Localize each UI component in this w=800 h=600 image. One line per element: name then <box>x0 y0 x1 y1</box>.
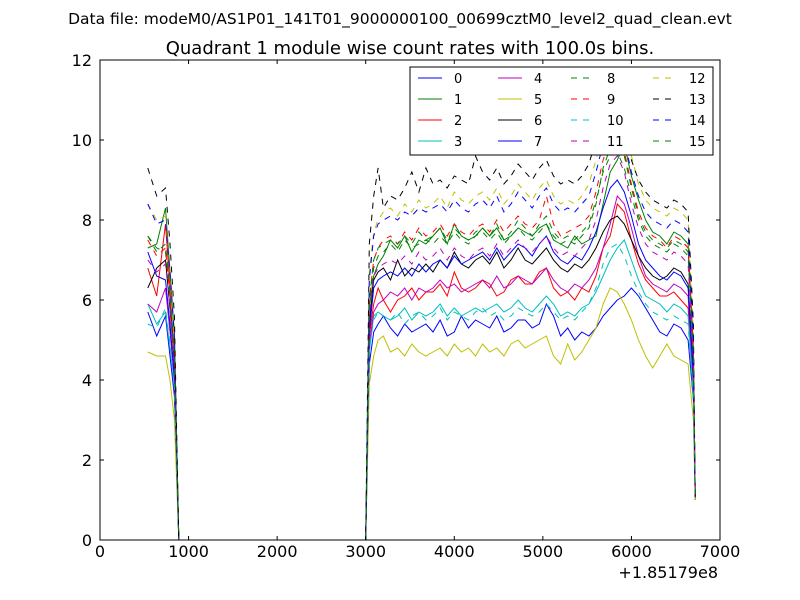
legend-label-12: 12 <box>689 72 706 87</box>
figure-suptitle: Data file: modeM0/AS1P01_141T01_90000001… <box>68 10 732 29</box>
x-tick-label: 4000 <box>434 542 475 561</box>
legend-label-7: 7 <box>534 135 542 150</box>
legend-frame <box>409 66 714 156</box>
legend-label-6: 6 <box>534 114 542 129</box>
x-tick-label: 1000 <box>168 542 209 561</box>
y-tick-label: 6 <box>82 291 92 310</box>
y-tick-label: 8 <box>82 211 92 230</box>
legend-label-4: 4 <box>534 72 542 87</box>
legend-label-0: 0 <box>454 72 462 87</box>
x-tick-label: 7000 <box>700 542 741 561</box>
x-tick-label: 0 <box>95 542 105 561</box>
x-tick-label: 5000 <box>522 542 563 561</box>
x-offset-label: +1.85179e8 <box>618 563 718 582</box>
legend-label-8: 8 <box>607 72 615 87</box>
y-tick-label: 2 <box>82 451 92 470</box>
y-tick-label: 4 <box>82 371 92 390</box>
legend-label-11: 11 <box>607 135 624 150</box>
x-tick-label: 2000 <box>257 542 298 561</box>
chart-title: Quadrant 1 module wise count rates with … <box>166 38 655 59</box>
legend-label-10: 10 <box>607 114 624 129</box>
legend-label-9: 9 <box>607 93 615 108</box>
y-tick-label: 10 <box>72 131 92 150</box>
legend-label-14: 14 <box>689 114 706 129</box>
legend-label-1: 1 <box>454 93 462 108</box>
legend-label-13: 13 <box>689 93 706 108</box>
legend-label-3: 3 <box>454 135 462 150</box>
legend-label-5: 5 <box>534 93 542 108</box>
y-tick-label: 12 <box>72 51 92 70</box>
legend-label-2: 2 <box>454 114 462 129</box>
x-tick-label: 3000 <box>345 542 386 561</box>
y-tick-label: 0 <box>82 531 92 550</box>
legend-label-15: 15 <box>689 135 706 150</box>
x-tick-label: 6000 <box>611 542 652 561</box>
